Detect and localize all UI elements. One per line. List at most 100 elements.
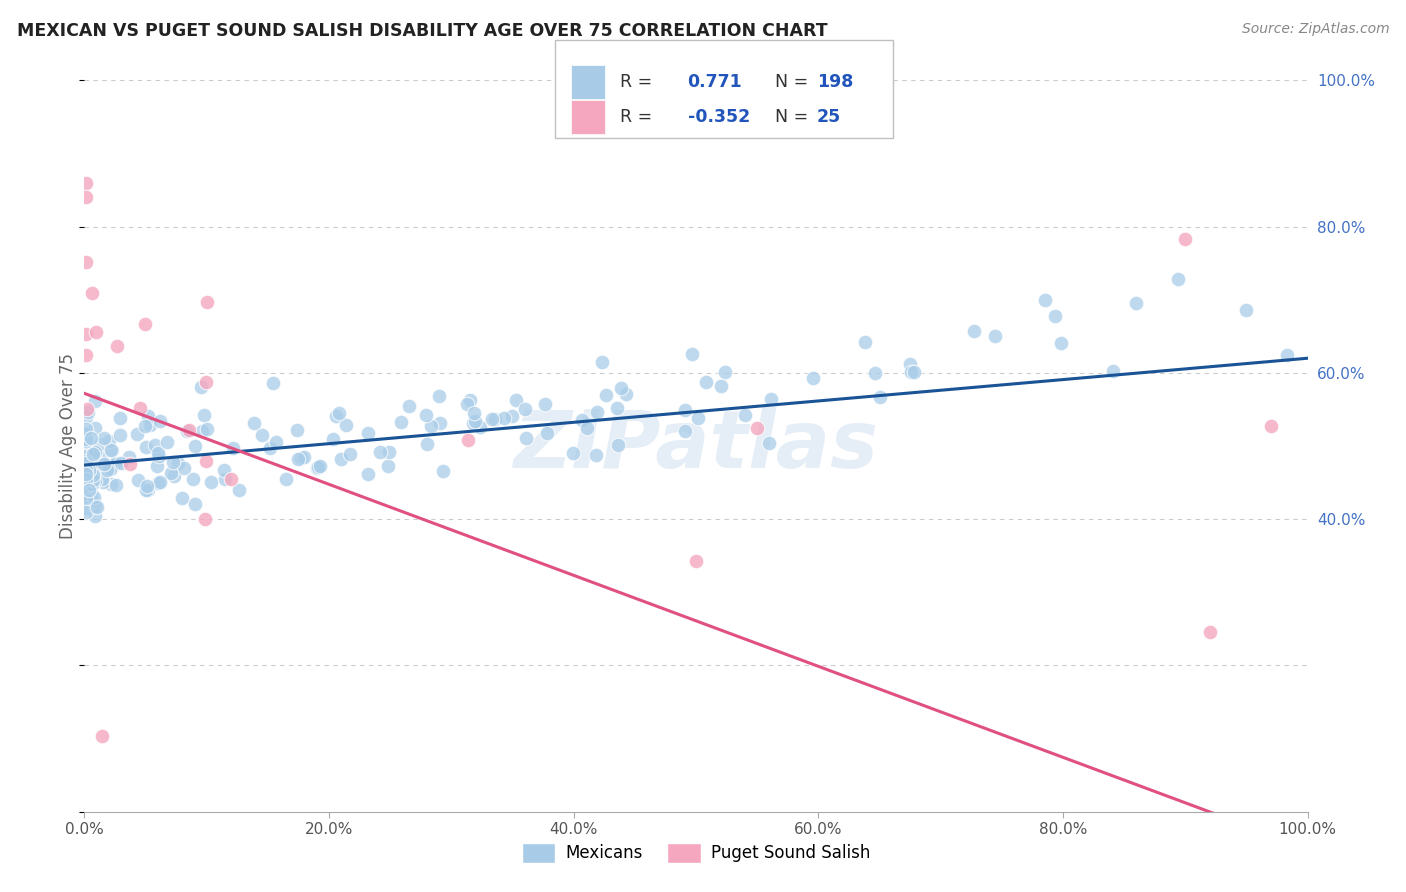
Point bbox=[76, 475, 98, 490]
Point bbox=[93, 457, 115, 471]
Point bbox=[75, 481, 97, 495]
Point bbox=[377, 445, 399, 459]
Point bbox=[75, 447, 97, 461]
Point bbox=[75, 430, 97, 444]
Point bbox=[75, 435, 97, 450]
Point bbox=[96, 463, 118, 477]
Point bbox=[898, 357, 921, 371]
Point bbox=[853, 334, 876, 349]
Point bbox=[228, 483, 250, 497]
Point bbox=[610, 381, 633, 395]
Point bbox=[614, 386, 637, 401]
Point bbox=[134, 419, 156, 434]
Point bbox=[262, 376, 284, 391]
Point bbox=[98, 434, 121, 448]
Point bbox=[77, 464, 100, 478]
Point bbox=[76, 463, 98, 477]
Point bbox=[419, 418, 441, 433]
Point bbox=[135, 483, 157, 497]
Y-axis label: Disability Age Over 75: Disability Age Over 75 bbox=[59, 353, 77, 539]
Point bbox=[75, 426, 97, 441]
Point bbox=[339, 447, 361, 461]
Point bbox=[1167, 271, 1189, 285]
Point bbox=[415, 408, 437, 422]
Point bbox=[673, 402, 696, 417]
Point bbox=[1275, 348, 1298, 362]
Point bbox=[194, 375, 217, 389]
Point bbox=[75, 479, 97, 493]
Point bbox=[595, 388, 617, 402]
Point bbox=[80, 431, 103, 445]
Point bbox=[1260, 419, 1282, 434]
Point bbox=[461, 416, 484, 430]
Point bbox=[75, 432, 97, 446]
Point bbox=[398, 399, 420, 413]
Point bbox=[86, 325, 108, 339]
Point bbox=[308, 458, 330, 473]
Point bbox=[162, 455, 184, 469]
Point bbox=[177, 423, 200, 437]
Point bbox=[681, 346, 703, 360]
Point bbox=[695, 375, 717, 389]
Point bbox=[285, 423, 308, 437]
Point bbox=[484, 411, 506, 425]
Point bbox=[118, 457, 141, 471]
Point bbox=[75, 485, 97, 500]
Point bbox=[457, 433, 479, 447]
Point bbox=[83, 462, 105, 476]
Point bbox=[105, 456, 128, 470]
Point bbox=[243, 416, 266, 430]
Point bbox=[195, 294, 218, 309]
Point bbox=[515, 431, 537, 445]
Point bbox=[90, 472, 112, 486]
Point bbox=[259, 441, 281, 455]
Point bbox=[75, 326, 97, 341]
Point bbox=[357, 426, 380, 441]
Point bbox=[356, 467, 378, 481]
Point bbox=[149, 414, 172, 428]
Point bbox=[176, 424, 198, 438]
Point bbox=[83, 458, 105, 473]
Point bbox=[194, 512, 217, 526]
Point bbox=[82, 285, 104, 300]
Text: ZIPatlas: ZIPatlas bbox=[513, 407, 879, 485]
Point bbox=[322, 433, 344, 447]
Point bbox=[250, 427, 273, 442]
Point bbox=[75, 491, 97, 505]
Point bbox=[75, 505, 97, 519]
Point bbox=[125, 427, 148, 442]
Point bbox=[571, 412, 593, 426]
Point bbox=[118, 450, 141, 465]
Point bbox=[962, 324, 984, 338]
Point bbox=[200, 475, 222, 489]
Point bbox=[148, 446, 170, 460]
Point bbox=[136, 483, 159, 498]
Point bbox=[75, 450, 97, 465]
Point bbox=[75, 458, 97, 473]
Point bbox=[163, 468, 186, 483]
Point bbox=[335, 417, 357, 432]
Point bbox=[91, 451, 114, 466]
Point bbox=[167, 456, 190, 470]
Point bbox=[75, 472, 97, 486]
Point bbox=[75, 348, 97, 362]
Point bbox=[148, 475, 170, 490]
Point bbox=[368, 445, 391, 459]
Point bbox=[83, 491, 105, 505]
Point bbox=[307, 460, 329, 475]
Point bbox=[1198, 625, 1220, 640]
Point bbox=[714, 365, 737, 379]
Point bbox=[75, 425, 97, 440]
Point bbox=[75, 434, 97, 449]
Point bbox=[82, 444, 104, 458]
Point bbox=[759, 392, 782, 406]
Point bbox=[76, 468, 98, 483]
Point bbox=[1174, 232, 1197, 246]
Point bbox=[195, 422, 218, 436]
Point bbox=[801, 371, 824, 385]
Point bbox=[181, 472, 204, 486]
Point bbox=[75, 458, 97, 473]
Point bbox=[129, 401, 152, 416]
Text: 0.771: 0.771 bbox=[688, 73, 742, 91]
Point bbox=[108, 411, 131, 425]
